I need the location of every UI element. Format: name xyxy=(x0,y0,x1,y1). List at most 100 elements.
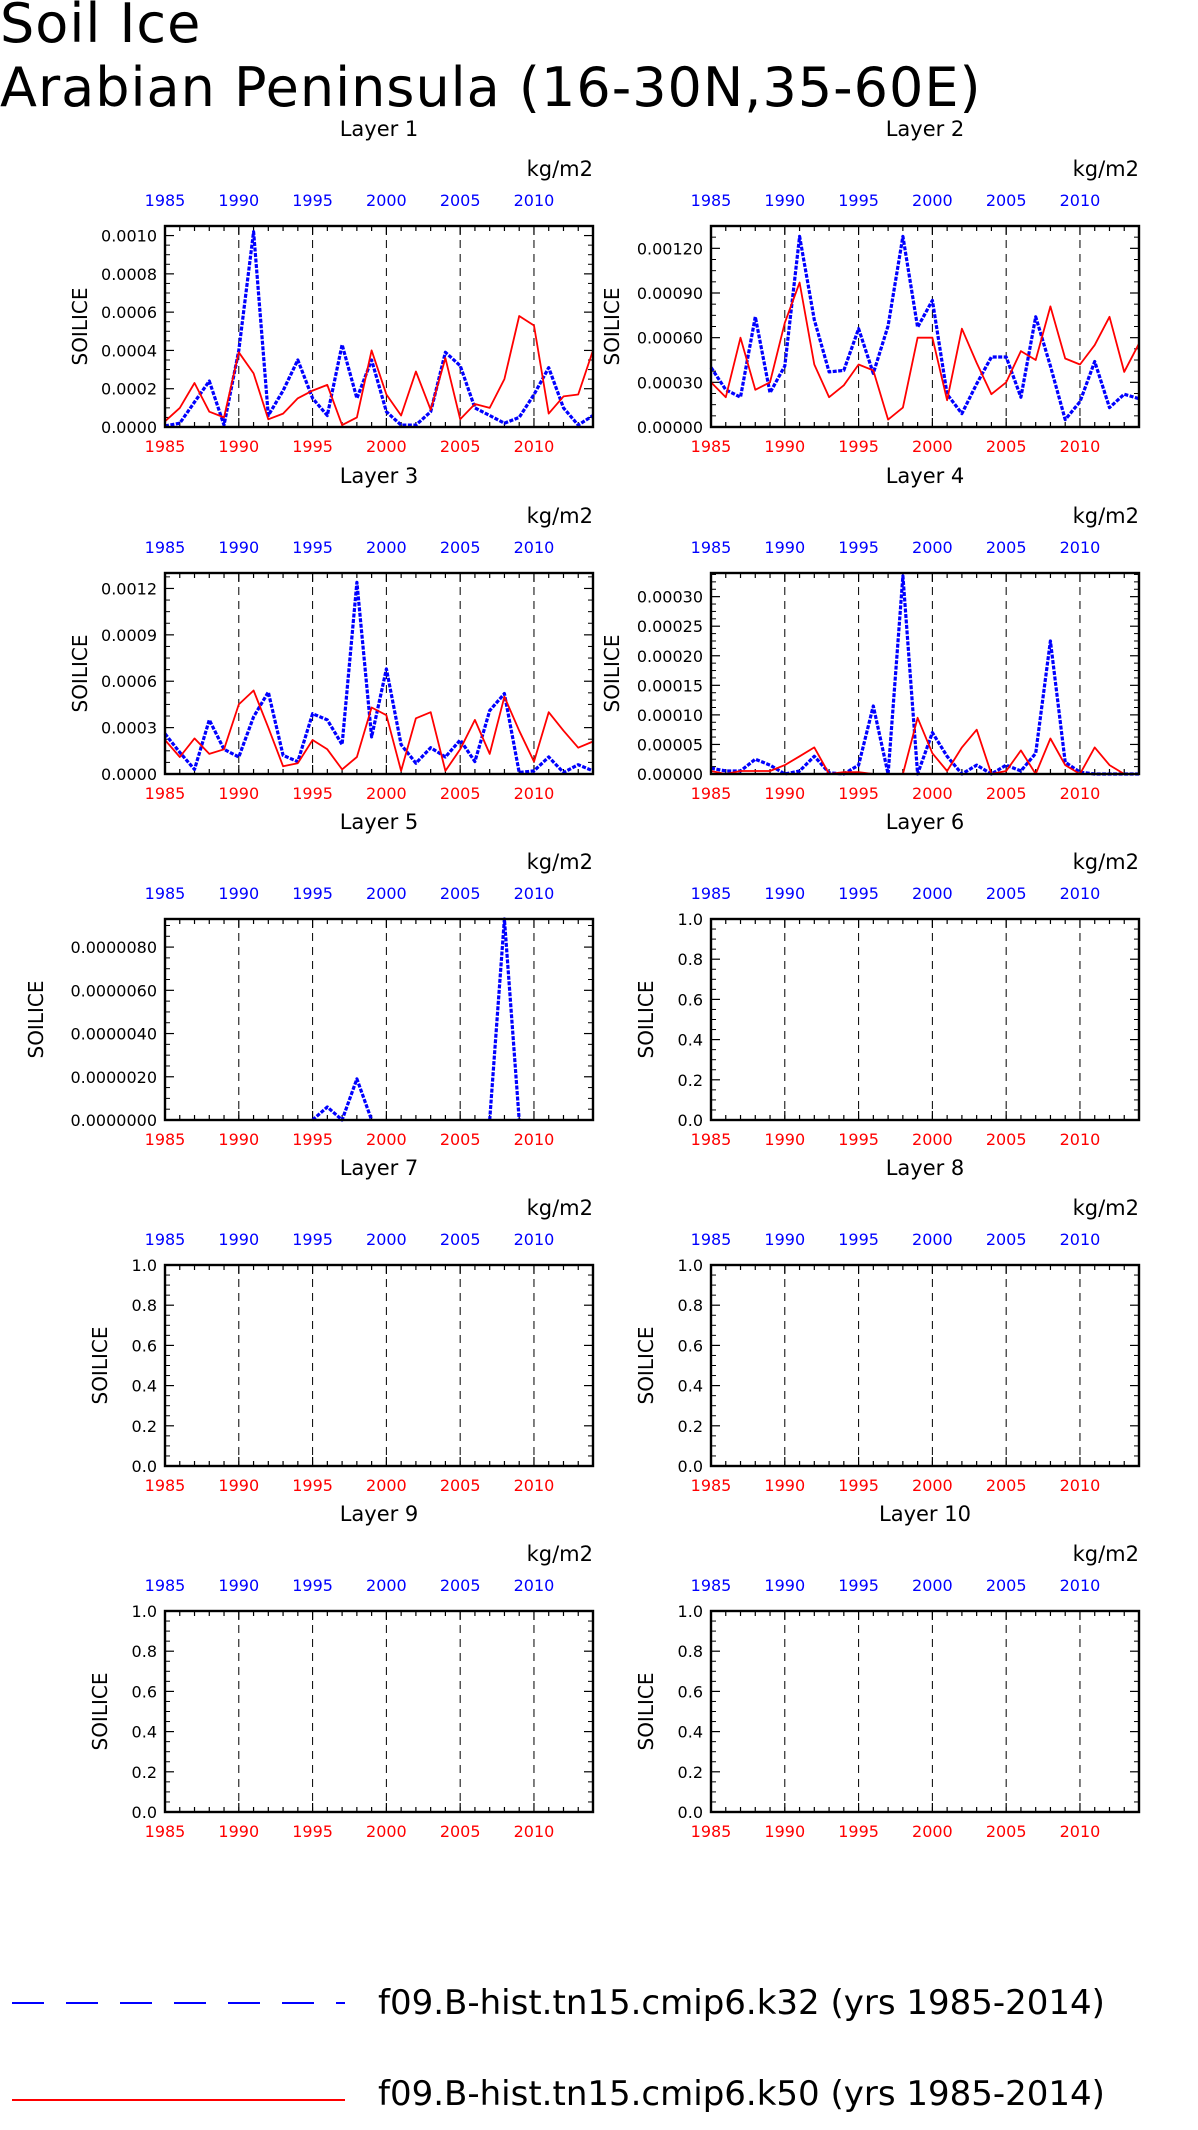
x-tick-label-top: 2010 xyxy=(514,191,555,210)
series-line-k32 xyxy=(488,917,521,1121)
y-tick-label: 1.0 xyxy=(678,1602,703,1621)
x-tick-label-top: 1985 xyxy=(145,1230,186,1249)
x-tick-label-top: 1985 xyxy=(691,538,732,557)
x-tick-label: 2000 xyxy=(366,437,407,456)
y-axis-label: SOILICE xyxy=(68,635,92,713)
chart-panel-9: Layer 9 kg/m2 SOILICE 1985 1985 1990 1990 1995 1… xyxy=(88,1502,595,1841)
series-line-k32 xyxy=(710,574,1139,776)
x-tick-label: 2010 xyxy=(514,1476,555,1495)
y-axis-label: SOILICE xyxy=(634,1327,658,1405)
x-tick-label: 1995 xyxy=(292,437,333,456)
y-axis-label: SOILICE xyxy=(88,1673,112,1751)
x-tick-label: 2000 xyxy=(912,1476,953,1495)
x-tick-label: 2000 xyxy=(912,1130,953,1149)
x-tick-label-top: 1990 xyxy=(218,1230,259,1249)
x-tick-label: 2000 xyxy=(366,1822,407,1841)
units-label: kg/m2 xyxy=(527,157,593,181)
x-tick-label-top: 1995 xyxy=(838,538,879,557)
x-tick-label-top: 2005 xyxy=(440,1576,481,1595)
x-tick-label-top: 1995 xyxy=(292,1230,333,1249)
x-tick-label-top: 2010 xyxy=(514,1230,555,1249)
x-tick-label: 1985 xyxy=(145,1822,186,1841)
plot-frame xyxy=(163,571,595,776)
x-tick-label: 2010 xyxy=(1060,1822,1101,1841)
legend-label-k32: f09.B-hist.tn15.cmip6.k32 (yrs 1985-2014… xyxy=(378,1983,1105,2023)
panel-title: Layer 3 xyxy=(340,464,419,488)
x-tick-label-top: 1990 xyxy=(218,884,259,903)
chart-panel-6: Layer 6 kg/m2 SOILICE 1985 1985 1990 1990 1995 1… xyxy=(634,810,1141,1149)
units-label: kg/m2 xyxy=(527,1542,593,1566)
x-tick-label: 1985 xyxy=(691,1130,732,1149)
x-tick-label-top: 2000 xyxy=(912,1576,953,1595)
x-tick-label: 2005 xyxy=(986,1130,1027,1149)
legend-line-solid-red xyxy=(12,2099,345,2101)
y-tick-label: 0.0006 xyxy=(101,303,157,322)
x-tick-label-top: 1995 xyxy=(838,884,879,903)
x-tick-label-top: 1990 xyxy=(218,191,259,210)
x-tick-label-top: 1995 xyxy=(838,1230,879,1249)
plot-frame xyxy=(163,224,595,429)
x-tick-label-top: 2005 xyxy=(986,1230,1027,1249)
units-label: kg/m2 xyxy=(1073,1542,1139,1566)
series-line-k32 xyxy=(311,1077,374,1122)
x-tick-label-top: 2000 xyxy=(912,191,953,210)
x-tick-label: 2000 xyxy=(366,1476,407,1495)
x-tick-label: 1990 xyxy=(764,1130,805,1149)
y-tick-label: 1.0 xyxy=(678,910,703,929)
x-tick-label: 1985 xyxy=(691,1822,732,1841)
plot-frame xyxy=(709,571,1141,776)
series-line-k32 xyxy=(709,234,1140,422)
x-tick-label: 1995 xyxy=(292,1130,333,1149)
y-tick-label: 0.00120 xyxy=(637,239,703,258)
y-tick-label: 1.0 xyxy=(132,1256,157,1275)
y-tick-label: 0.0004 xyxy=(101,341,157,360)
y-axis-label: SOILICE xyxy=(600,635,624,713)
y-tick-label: 0.0000080 xyxy=(70,938,157,957)
x-tick-label-top: 1985 xyxy=(691,191,732,210)
x-tick-label: 2010 xyxy=(514,437,555,456)
chart-panel-2: Layer 2 kg/m2 SOILICE 1985 1985 1990 1990 1995 1… xyxy=(600,117,1141,456)
x-tick-label: 2000 xyxy=(366,784,407,803)
x-tick-label-top: 2010 xyxy=(514,1576,555,1595)
y-axis-label: SOILICE xyxy=(634,1673,658,1751)
x-tick-label: 1995 xyxy=(292,1822,333,1841)
x-tick-label-top: 2010 xyxy=(1060,884,1101,903)
x-tick-label-top: 2000 xyxy=(366,1576,407,1595)
panel-title: Layer 10 xyxy=(879,1502,971,1526)
y-tick-label: 0.2 xyxy=(132,1763,157,1782)
x-tick-label-top: 1990 xyxy=(764,1576,805,1595)
x-tick-label: 1990 xyxy=(764,437,805,456)
y-tick-label: 0.8 xyxy=(678,1296,703,1315)
x-tick-label: 1985 xyxy=(145,784,186,803)
x-tick-label: 1985 xyxy=(691,1476,732,1495)
x-tick-label: 2010 xyxy=(1060,1130,1101,1149)
x-tick-label-top: 2000 xyxy=(366,191,407,210)
legend-line-dashed-blue xyxy=(12,2002,345,2004)
y-tick-label: 1.0 xyxy=(132,1602,157,1621)
x-tick-label-top: 2010 xyxy=(514,884,555,903)
x-tick-label-top: 2000 xyxy=(912,884,953,903)
x-tick-label-top: 2000 xyxy=(912,1230,953,1249)
x-tick-label: 1995 xyxy=(838,437,879,456)
y-tick-label: 0.00000 xyxy=(637,765,703,784)
plot-frame xyxy=(709,917,1141,1122)
x-tick-label-top: 1990 xyxy=(764,884,805,903)
x-tick-label: 1995 xyxy=(838,1476,879,1495)
x-tick-label: 1995 xyxy=(838,1130,879,1149)
y-tick-label: 0.2 xyxy=(678,1417,703,1436)
x-tick-label: 2010 xyxy=(1060,784,1101,803)
x-tick-label-top: 1995 xyxy=(292,538,333,557)
panel-title: Layer 9 xyxy=(340,1502,419,1526)
x-tick-label-top: 1985 xyxy=(691,884,732,903)
units-label: kg/m2 xyxy=(1073,504,1139,528)
x-tick-label-top: 2000 xyxy=(366,538,407,557)
chart-panel-5: Layer 5 kg/m2 SOILICE 1985 1985 1990 1990 1995 1… xyxy=(24,810,595,1149)
legend-entry-k32: f09.B-hist.tn15.cmip6.k32 (yrs 1985-2014… xyxy=(0,1975,1198,2035)
y-axis-label: SOILICE xyxy=(24,981,48,1059)
x-tick-label-top: 1995 xyxy=(838,191,879,210)
x-tick-label: 1990 xyxy=(764,1822,805,1841)
legend-label-k50: f09.B-hist.tn15.cmip6.k50 (yrs 1985-2014… xyxy=(378,2074,1105,2114)
y-tick-label: 0.00025 xyxy=(637,617,703,636)
y-tick-label: 0.0000000 xyxy=(70,1111,157,1130)
